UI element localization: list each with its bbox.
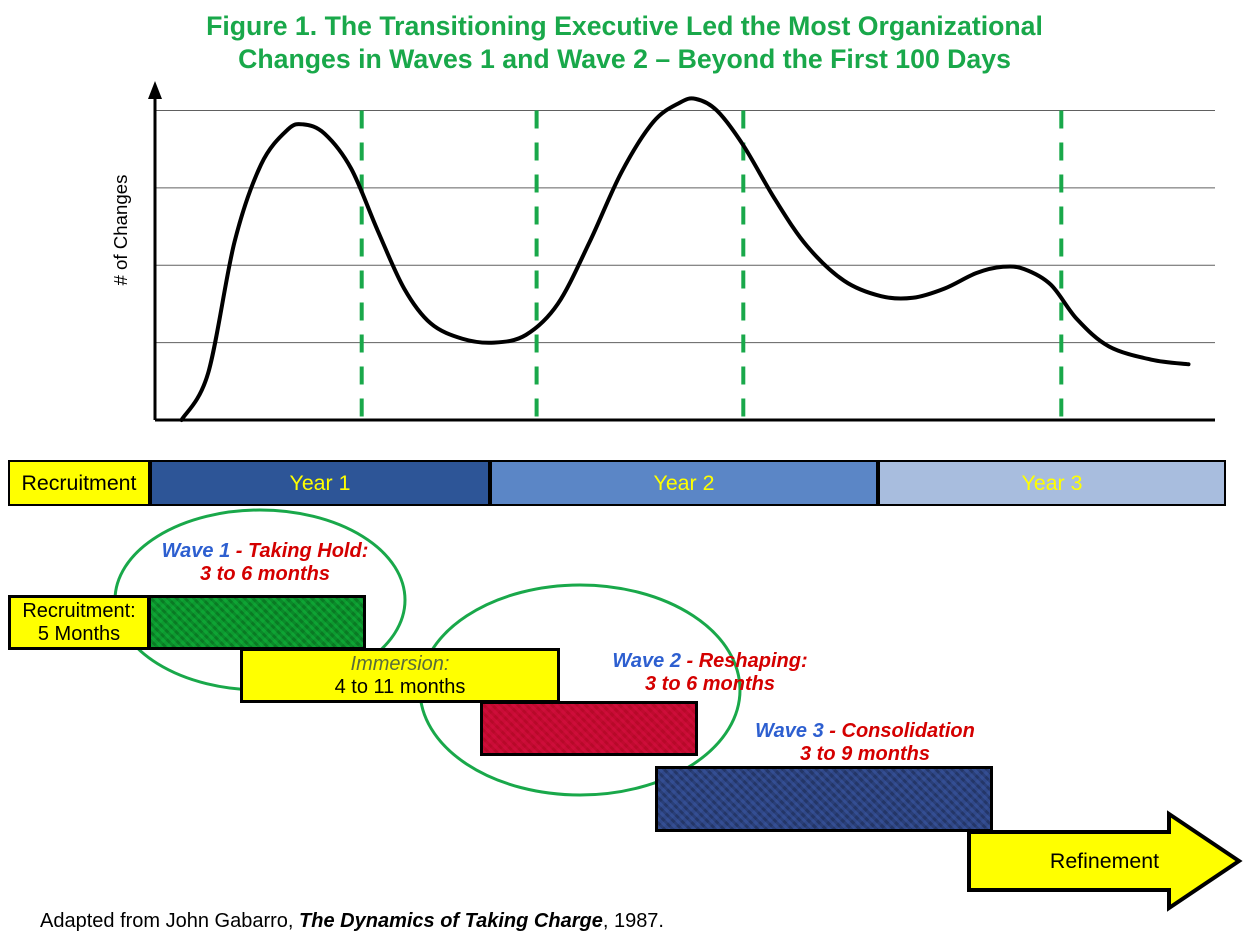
footnote-bold: The Dynamics of Taking Charge xyxy=(299,910,603,932)
title-line2: Changes in Waves 1 and Wave 2 – Beyond t… xyxy=(238,44,1011,74)
refinement-arrow-text: Refinement xyxy=(1050,849,1159,874)
timeline-segment: Year 2 xyxy=(490,460,878,506)
timeline-segment: Recruitment xyxy=(8,460,150,506)
timeline-segment: Year 1 xyxy=(150,460,490,506)
stage-box-reshaping xyxy=(480,701,698,756)
stage-box-takinghold xyxy=(148,595,366,650)
stage-box-immersion: Immersion:4 to 11 months xyxy=(240,648,560,703)
y-axis-label-text: # of Changes xyxy=(110,175,131,286)
stage-box-consolidation xyxy=(655,766,993,832)
stage-box-recruitment5: Recruitment:5 Months xyxy=(8,595,150,650)
title-line1: Figure 1. The Transitioning Executive Le… xyxy=(206,11,1043,41)
figure-canvas: Figure 1. The Transitioning Executive Le… xyxy=(0,0,1249,946)
y-axis-label: # of Changes xyxy=(110,130,132,330)
wave-label: Wave 2 - Reshaping:3 to 6 months xyxy=(565,650,855,696)
figure-title: Figure 1. The Transitioning Executive Le… xyxy=(0,10,1249,77)
wave-label: Wave 3 - Consolidation3 to 9 months xyxy=(715,720,1015,766)
source-footnote: Adapted from John Gabarro, The Dynamics … xyxy=(40,910,664,933)
refinement-arrow-label: Refinement xyxy=(969,832,1169,890)
changes-line-chart xyxy=(135,75,1235,440)
wave-label: Wave 1 - Taking Hold:3 to 6 months xyxy=(135,540,395,586)
footnote-prefix: Adapted from John Gabarro, xyxy=(40,910,299,932)
footnote-suffix: , 1987. xyxy=(603,910,664,932)
timeline-segment: Year 3 xyxy=(878,460,1226,506)
